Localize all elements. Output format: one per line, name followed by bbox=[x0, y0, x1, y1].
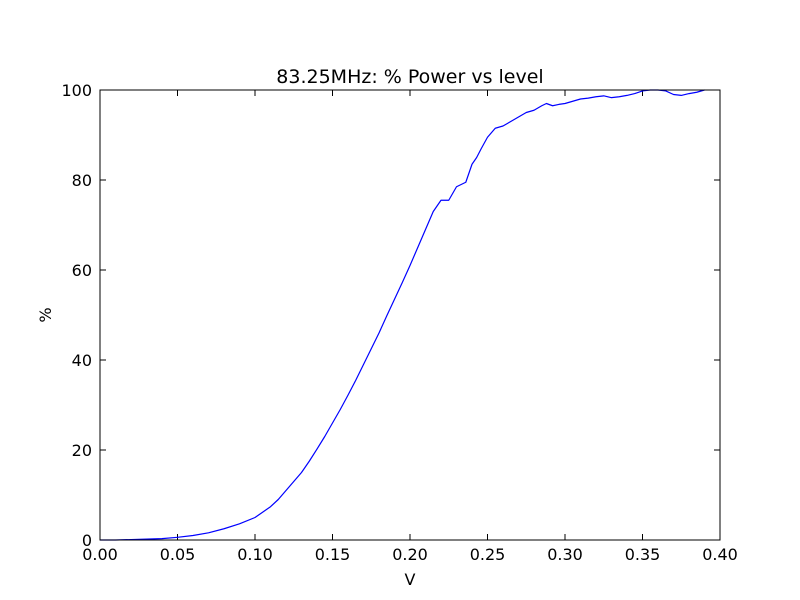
y-tick-label: 100 bbox=[61, 81, 92, 100]
x-tick-label: 0.35 bbox=[625, 545, 661, 564]
y-tick-label: 20 bbox=[72, 441, 92, 460]
axis-ticks: 0.00 0.05 0.10 0.15 0.20 0.25 0.30 0.35 0.40 0 20 4… bbox=[61, 81, 737, 564]
x-tick-label: 0.25 bbox=[470, 545, 506, 564]
x-axis-label: V bbox=[405, 570, 416, 589]
x-tick-label: 0.10 bbox=[237, 545, 273, 564]
y-tick-label: 60 bbox=[72, 261, 92, 280]
series-line-0 bbox=[100, 89, 705, 541]
x-tick-label: 0.05 bbox=[160, 545, 196, 564]
x-tick-label: 0.20 bbox=[392, 545, 428, 564]
x-tick-label: 0.30 bbox=[547, 545, 583, 564]
plot-area-frame bbox=[99, 89, 721, 541]
series-layer bbox=[100, 89, 705, 541]
chart-title: 83.25MHz: % Power vs level bbox=[276, 66, 543, 88]
x-tick-label: 0.15 bbox=[315, 545, 351, 564]
x-tick-label: 0.00 bbox=[82, 545, 118, 564]
y-tick-label: 0 bbox=[82, 531, 92, 550]
y-axis-label: % bbox=[36, 307, 55, 322]
y-tick-label: 80 bbox=[72, 171, 92, 190]
y-tick-label: 40 bbox=[72, 351, 92, 370]
x-tick-label: 0.40 bbox=[702, 545, 738, 564]
